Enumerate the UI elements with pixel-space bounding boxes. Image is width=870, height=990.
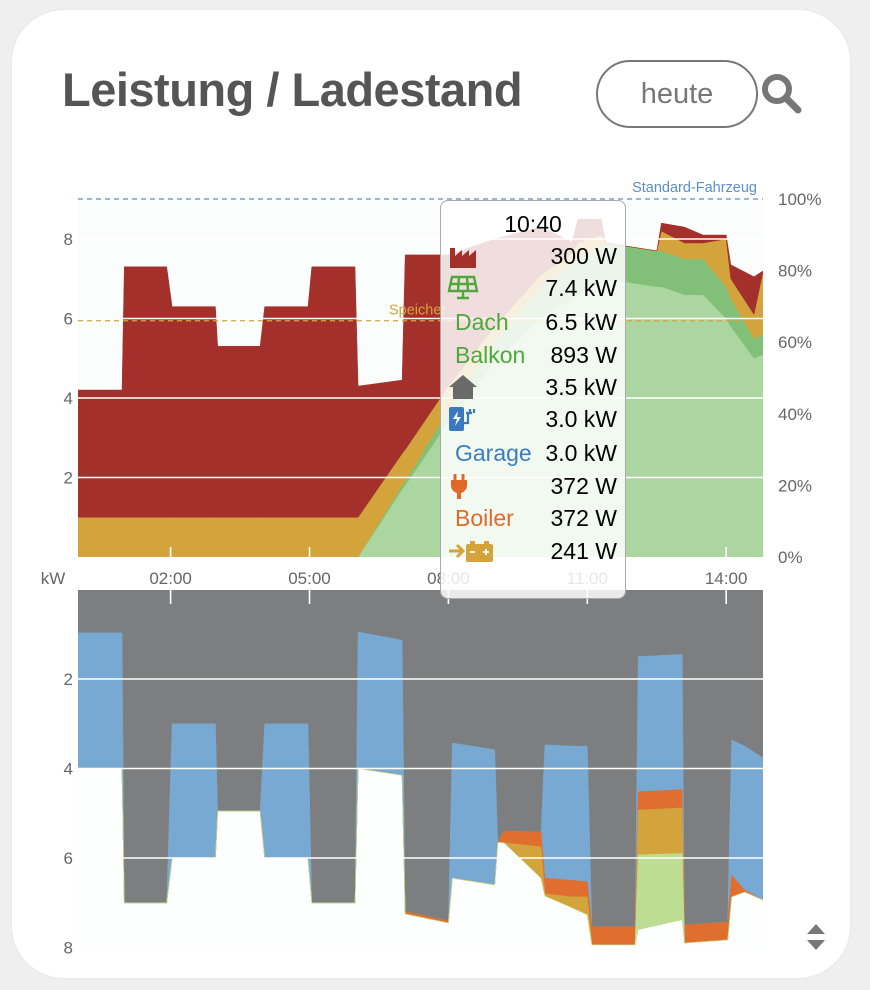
house-icon [447, 373, 479, 401]
tooltip-value: 6.5 kW [545, 308, 617, 335]
top-area-factory-3 [78, 218, 763, 518]
top-y-tick-label: 6 [64, 310, 73, 329]
bottom-y-tick-label: 6 [64, 849, 73, 868]
top-y-tick-label: 8 [64, 230, 73, 249]
tooltip-label: Dach [455, 308, 509, 335]
tooltip-value: 893 W [550, 341, 617, 368]
ev-charger-icon [447, 405, 479, 433]
x-tick-label: 02:00 [149, 569, 192, 588]
factory-icon [447, 242, 479, 270]
right-y-tick-label: 40% [778, 405, 812, 424]
tooltip-label: Balkon [455, 341, 526, 368]
tooltip-row: 300 W [447, 241, 617, 271]
tooltip-row: Garage 3.0 kW [447, 438, 617, 468]
plug-icon [447, 472, 479, 500]
bottom-y-tick-label: 8 [64, 939, 73, 958]
tooltip-label: Garage [455, 439, 532, 466]
chart-tooltip: 10:40 300 W 7.4 kW Dach 6.5 kW Balkon 893 W 3.… [440, 200, 626, 599]
reference-lines: Standard-Fahrzeug Speicher [78, 180, 763, 322]
right-y-tick-label: 80% [778, 262, 812, 281]
right-y-tick-label: 20% [778, 476, 812, 495]
y-unit-label: kW [41, 569, 66, 588]
tooltip-row: Dach 6.5 kW [447, 307, 617, 337]
bottom-area-series-4 [78, 768, 763, 946]
solar-panel-icon [447, 274, 479, 302]
tooltip-value: 241 W [550, 537, 617, 564]
x-tick-label: 14:00 [705, 569, 748, 588]
tooltip-row: 7.4 kW [447, 273, 617, 303]
top-y-tick-label: 4 [64, 389, 73, 408]
sort-icon[interactable] [805, 922, 827, 952]
period-button[interactable]: heute [596, 60, 758, 128]
tooltip-row: Boiler 372 W [447, 503, 617, 533]
reference-line-label: Speicher [389, 303, 446, 319]
tooltip-value: 372 W [550, 504, 617, 531]
right-y-tick-label: 100% [778, 190, 821, 209]
tooltip-value: 3.0 kW [545, 405, 617, 432]
tooltip-label: Boiler [455, 504, 514, 531]
tooltip-time: 10:40 [504, 211, 562, 237]
x-tick-label: 05:00 [288, 569, 331, 588]
top-area-balkon-1 [78, 242, 763, 557]
search-icon[interactable] [760, 72, 804, 116]
grid-lines [78, 238, 763, 859]
page-title: Leistung / Ladestand [62, 63, 523, 116]
bottom-chart-areas [78, 590, 763, 946]
tooltip-row: 3.0 kW [447, 404, 617, 434]
top-y-tick-label: 2 [64, 469, 73, 488]
tooltip-row: 372 W [447, 471, 617, 501]
tooltip-value: 7.4 kW [545, 274, 617, 301]
tooltip-row: 241 W [447, 536, 617, 566]
tooltip-value: 372 W [550, 472, 617, 499]
right-y-tick-label: 60% [778, 333, 812, 352]
reference-line-label: Standard-Fahrzeug [632, 180, 757, 196]
tooltip-row: 3.5 kW [447, 372, 617, 402]
tooltip-row: Balkon 893 W [447, 340, 617, 370]
tooltip-value: 3.5 kW [545, 373, 617, 400]
tooltip-value: 300 W [550, 242, 617, 269]
tooltip-value: 3.0 kW [545, 439, 617, 466]
bottom-y-tick-label: 4 [64, 760, 73, 779]
bottom-y-tick-label: 2 [64, 670, 73, 689]
battery-charge-icon [447, 537, 495, 565]
right-y-tick-label: 0% [778, 548, 803, 567]
